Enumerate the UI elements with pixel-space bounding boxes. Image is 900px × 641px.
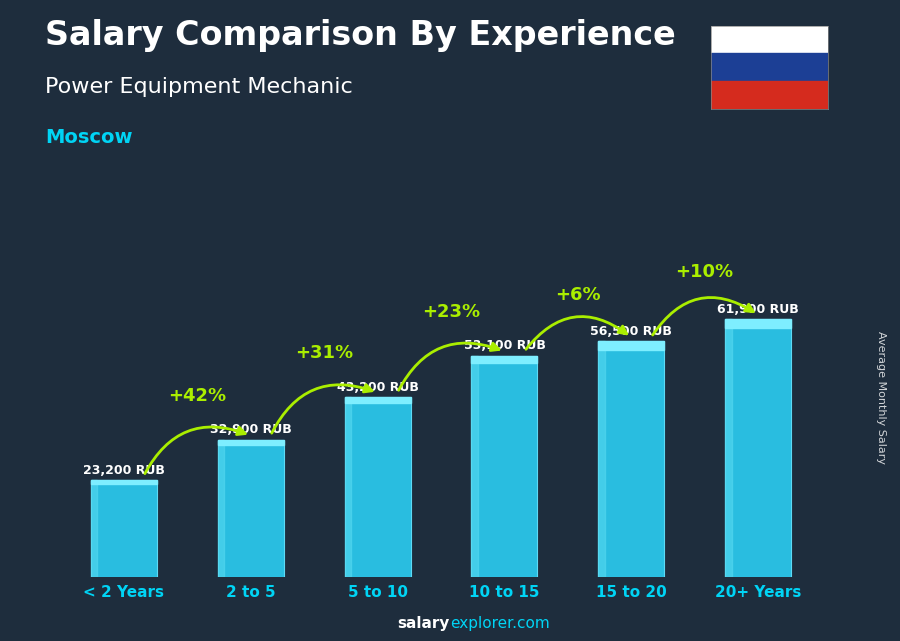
Bar [218, 440, 224, 577]
Bar [472, 356, 537, 363]
Bar [711, 26, 828, 53]
Bar [725, 319, 791, 328]
Text: explorer.com: explorer.com [450, 617, 550, 631]
Bar [711, 81, 828, 109]
Bar [91, 480, 157, 577]
Text: +42%: +42% [168, 387, 226, 405]
Bar [345, 397, 410, 403]
Bar [472, 356, 478, 577]
Text: Power Equipment Mechanic: Power Equipment Mechanic [45, 77, 353, 97]
Text: +31%: +31% [295, 344, 353, 362]
Text: 61,900 RUB: 61,900 RUB [717, 303, 799, 315]
Bar [598, 342, 605, 577]
Bar [598, 342, 664, 577]
Text: Moscow: Moscow [45, 128, 132, 147]
Text: 56,500 RUB: 56,500 RUB [590, 325, 672, 338]
Bar [345, 397, 351, 577]
Bar [345, 397, 410, 577]
Text: +6%: +6% [555, 286, 600, 304]
Bar [725, 319, 791, 577]
Bar [91, 480, 157, 483]
Text: 53,100 RUB: 53,100 RUB [464, 339, 545, 353]
Text: 23,200 RUB: 23,200 RUB [83, 464, 165, 477]
Bar [598, 342, 664, 350]
Bar [218, 440, 284, 445]
Text: 43,200 RUB: 43,200 RUB [337, 381, 419, 394]
Bar [91, 480, 97, 577]
Text: +10%: +10% [676, 263, 733, 281]
Text: +23%: +23% [422, 303, 480, 321]
Bar [218, 440, 284, 577]
Text: 32,900 RUB: 32,900 RUB [210, 424, 292, 437]
Text: Average Monthly Salary: Average Monthly Salary [877, 331, 886, 464]
Bar [725, 319, 732, 577]
Text: Salary Comparison By Experience: Salary Comparison By Experience [45, 19, 676, 52]
Bar [711, 53, 828, 81]
Bar [472, 356, 537, 577]
Text: salary: salary [398, 617, 450, 631]
